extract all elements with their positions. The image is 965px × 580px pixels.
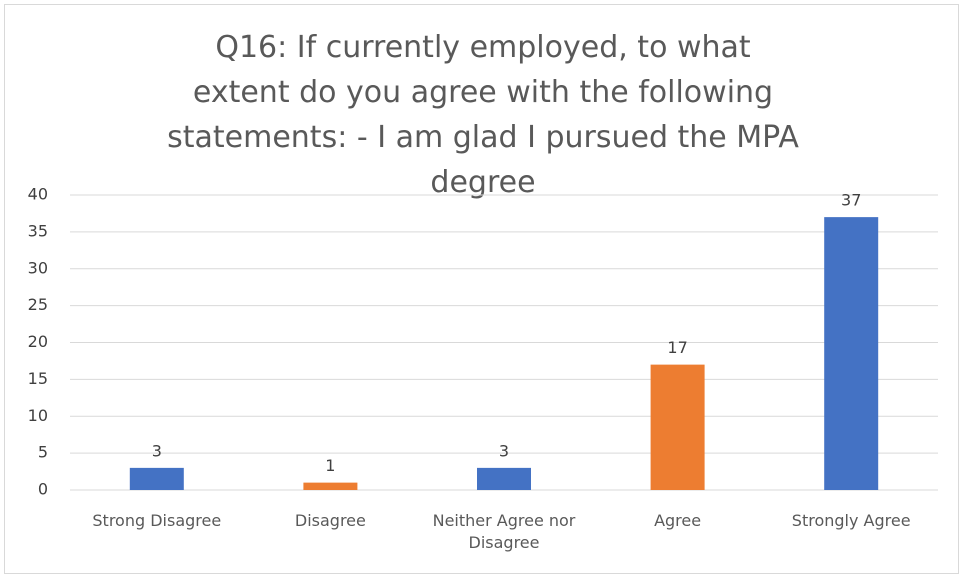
data-label: 37 (841, 191, 861, 210)
x-tick-label: Strongly Agree (791, 511, 911, 530)
x-tick-label: Strong Disagree (92, 511, 222, 530)
y-tick-label: 25 (28, 295, 48, 314)
y-tick-label: 40 (28, 185, 48, 204)
chart-title: Q16: If currently employed, to what exte… (167, 30, 799, 200)
y-tick-label: 15 (28, 369, 48, 388)
y-tick-label: 30 (28, 258, 48, 277)
bar (650, 364, 705, 490)
bar (129, 467, 184, 490)
bar (303, 482, 358, 490)
data-label: 3 (152, 441, 162, 460)
chart-frame (4, 4, 959, 574)
y-tick-label: 0 (38, 480, 48, 499)
x-tick-label: Disagree (294, 511, 366, 530)
data-label: 17 (667, 338, 687, 357)
y-tick-label: 5 (38, 443, 48, 462)
bar (824, 217, 879, 490)
data-label: 3 (499, 441, 509, 460)
x-tick-label: Agree (654, 511, 702, 530)
bar (477, 467, 531, 490)
y-tick-label: 20 (28, 332, 48, 351)
y-tick-label: 35 (28, 221, 48, 240)
x-tick-label: Neither Agree nor Disagree (432, 511, 576, 552)
data-label: 1 (325, 456, 335, 475)
y-tick-label: 10 (28, 406, 48, 425)
